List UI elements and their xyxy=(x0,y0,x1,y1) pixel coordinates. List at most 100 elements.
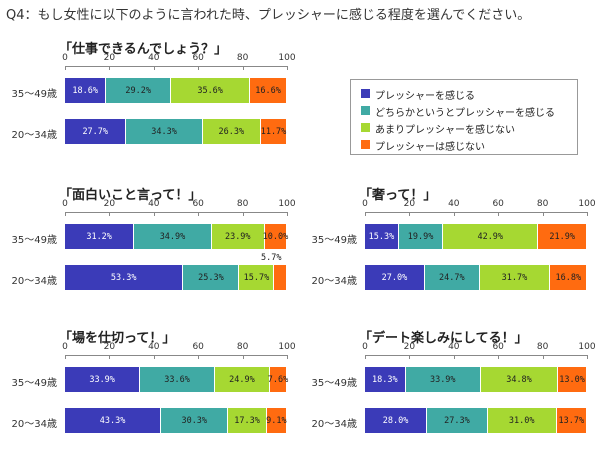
x-tick-mark xyxy=(153,212,155,216)
bar-segment xyxy=(274,265,287,290)
x-tick-mark xyxy=(65,355,66,359)
x-tick-label: 60 xyxy=(492,199,504,209)
x-tick-mark xyxy=(587,355,588,359)
data-label: 15.3% xyxy=(368,231,395,242)
x-axis-line xyxy=(65,66,287,67)
x-tick-mark xyxy=(498,212,500,216)
x-tick-mark xyxy=(409,212,411,216)
x-tick-mark xyxy=(153,355,155,359)
data-label: 16.8% xyxy=(555,272,582,283)
bar-segment: 43.3% xyxy=(65,408,162,433)
legend-swatch xyxy=(361,106,370,115)
category-label: 20～34歳 xyxy=(11,419,57,430)
bar-segment: 21.9% xyxy=(538,224,587,249)
x-tick-label: 100 xyxy=(278,53,296,63)
bar-segment: 19.9% xyxy=(398,224,444,249)
data-label: 28.0% xyxy=(382,415,409,426)
x-tick-label: 20 xyxy=(103,199,116,209)
x-tick-label: 0 xyxy=(362,199,368,209)
x-tick-mark xyxy=(409,355,411,359)
x-tick-mark xyxy=(453,355,455,359)
category-label: 20～34歳 xyxy=(11,276,57,287)
x-tick-label: 80 xyxy=(536,199,549,209)
x-tick-label: 20 xyxy=(403,199,416,209)
bar-segment: 34.8% xyxy=(480,367,559,392)
x-tick-label: 100 xyxy=(578,342,596,352)
data-label: 30.3% xyxy=(181,415,208,426)
bar-segment: 13.0% xyxy=(558,367,587,392)
bar-segment: 27.0% xyxy=(365,265,425,290)
x-tick-mark xyxy=(242,66,244,70)
data-label: 27.7% xyxy=(82,126,109,137)
category-label: 35～49歳 xyxy=(311,378,357,389)
bar-segment: 30.3% xyxy=(161,408,229,433)
category-label: 20～34歳 xyxy=(311,419,357,430)
x-tick-label: 0 xyxy=(62,342,68,352)
x-tick-label: 60 xyxy=(192,199,204,209)
bar-segment: 31.2% xyxy=(65,224,135,249)
data-label: 31.7% xyxy=(501,272,528,283)
x-tick-label: 80 xyxy=(236,199,249,209)
bar-segment: 15.7% xyxy=(239,265,275,290)
x-tick-mark xyxy=(198,212,200,216)
x-tick-mark xyxy=(198,355,200,359)
data-label: 34.3% xyxy=(151,126,177,137)
x-tick-mark xyxy=(542,355,544,359)
bar-segment: 16.8% xyxy=(550,265,588,290)
category-label: 35～49歳 xyxy=(11,378,57,389)
x-tick-mark xyxy=(498,355,500,359)
bar-segment: 33.6% xyxy=(140,367,215,392)
category-label: 35～49歳 xyxy=(11,89,57,100)
x-tick-label: 60 xyxy=(192,53,204,63)
data-label: 23.9% xyxy=(224,231,251,242)
x-tick-mark xyxy=(109,66,111,70)
data-label: 33.9% xyxy=(89,374,115,385)
bar-segment: 15.3% xyxy=(365,224,399,249)
x-tick-mark xyxy=(109,355,111,359)
legend-label: プレッシャーを感じる xyxy=(375,91,475,102)
bar-segment: 31.0% xyxy=(487,408,557,433)
data-label: 18.6% xyxy=(72,85,98,96)
bar-segment: 23.9% xyxy=(211,224,265,249)
x-tick-label: 100 xyxy=(578,199,596,209)
x-tick-mark xyxy=(587,212,588,216)
data-label: 11.7% xyxy=(260,126,287,137)
chart-title: 「奢って！」 xyxy=(359,188,437,203)
x-tick-label: 20 xyxy=(103,342,116,352)
x-tick-label: 20 xyxy=(403,342,416,352)
x-tick-label: 60 xyxy=(492,342,504,352)
legend-label: プレッシャーは感じない xyxy=(375,142,485,153)
x-axis-line xyxy=(365,212,587,213)
bar-segment: 34.9% xyxy=(134,224,212,249)
data-label: 13.7% xyxy=(558,415,585,426)
data-label: 21.9% xyxy=(549,231,575,242)
data-label: 17.3% xyxy=(234,415,260,426)
bar-segment: 42.9% xyxy=(443,224,539,249)
legend-label: どちらかというとプレッシャーを感じる xyxy=(375,108,555,119)
x-tick-label: 0 xyxy=(62,53,68,63)
x-tick-mark xyxy=(65,212,66,216)
bar-segment: 26.3% xyxy=(202,119,261,144)
data-label: 24.9% xyxy=(229,374,255,385)
x-tick-mark xyxy=(453,212,455,216)
x-tick-label: 80 xyxy=(536,342,549,352)
data-label: 35.6% xyxy=(197,85,223,96)
bar-segment: 24.7% xyxy=(424,265,480,290)
data-label: 7.6% xyxy=(267,374,289,385)
bar-segment: 31.7% xyxy=(479,265,551,290)
bar-segment: 7.6% xyxy=(267,367,289,392)
data-label: 34.9% xyxy=(159,231,186,242)
legend-swatch xyxy=(361,89,370,98)
x-tick-mark xyxy=(65,66,66,70)
page-title: Q4：もし女性に以下のように言われた時、プレッシャーに感じる程度を選んでください… xyxy=(6,8,531,23)
x-tick-mark xyxy=(287,355,288,359)
data-label: 29.2% xyxy=(125,85,151,96)
data-label: 42.9% xyxy=(477,231,504,242)
bar-segment: 27.3% xyxy=(427,408,488,433)
x-tick-mark xyxy=(287,66,288,70)
x-tick-mark xyxy=(153,66,155,70)
bar-segment: 18.6% xyxy=(65,78,107,103)
bar-segment: 33.9% xyxy=(405,367,481,392)
chart-title: 「場を仕切って！」 xyxy=(59,331,176,346)
data-label: 53.3% xyxy=(110,272,137,283)
